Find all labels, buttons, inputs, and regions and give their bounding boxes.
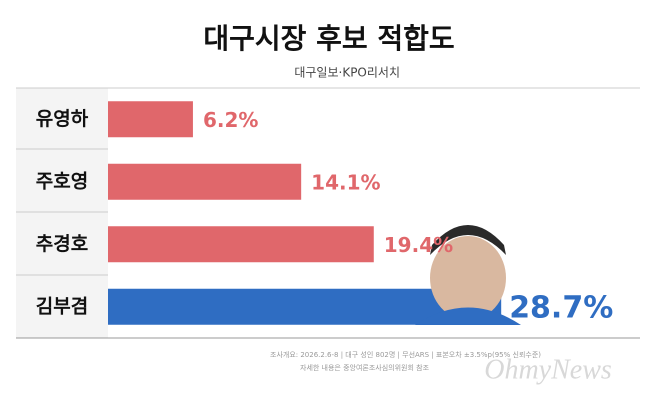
- label-column: [16, 88, 108, 338]
- value-label: 14.1%: [311, 170, 380, 194]
- watermark: OhmyNews: [484, 354, 612, 385]
- note: 조사개요: 2026.2.6-8 | 대구 성인 802명 | 무선ARS | …: [270, 350, 541, 359]
- category-label: 유영하: [36, 108, 89, 130]
- category-label: 김부겸: [36, 295, 88, 317]
- category-label: 주호영: [36, 170, 88, 192]
- value-label: 28.7%: [509, 290, 613, 325]
- photo-face: [430, 236, 506, 320]
- photo-hair: [430, 225, 506, 255]
- value-label: 19.4%: [384, 233, 453, 257]
- candidate-photo: [415, 225, 521, 325]
- photo-body: [415, 307, 521, 325]
- value-label: 6.2%: [203, 108, 258, 132]
- bar: [108, 163, 302, 200]
- bar: [108, 226, 374, 263]
- chart-title: 대구시장 후보 적합도: [203, 22, 454, 55]
- category-label: 추경호: [36, 233, 88, 255]
- bar: [108, 101, 193, 138]
- note: 자세한 내용은 중앙여론조사심의위원회 참조: [300, 363, 430, 372]
- chart-subtitle: 대구일보·KPO리서치: [294, 66, 400, 80]
